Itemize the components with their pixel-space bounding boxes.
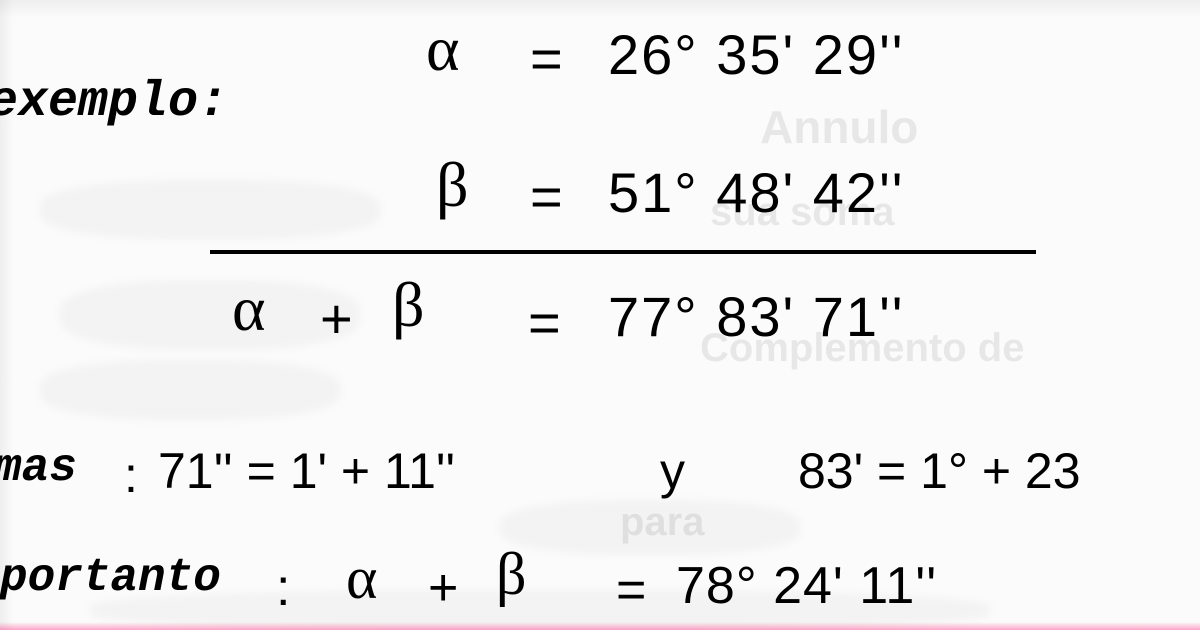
- alpha-symbol: α: [232, 272, 266, 346]
- page: Annulo sua soma Complemento de para exem…: [0, 0, 1200, 630]
- smudge: [40, 180, 380, 240]
- equals-sign: =: [530, 164, 563, 229]
- sum-raw-value: 77° 83' 71'': [608, 284, 904, 349]
- carry-seconds: 71'' = 1' + 11'': [158, 442, 455, 500]
- plus-sign: +: [320, 286, 353, 351]
- ghost-text: para: [620, 500, 705, 545]
- plus-sign: +: [428, 558, 458, 618]
- smudge: [40, 360, 340, 420]
- colon: :: [124, 446, 138, 504]
- equals-sign: =: [528, 290, 561, 355]
- separator-y: y: [660, 442, 685, 500]
- carry-minutes: 83' = 1° + 23: [798, 442, 1081, 500]
- summation-line: [210, 250, 1036, 254]
- equals-sign: =: [530, 26, 563, 91]
- equals-sign: =: [616, 560, 646, 620]
- colon: :: [276, 558, 290, 618]
- beta-symbol: β: [496, 540, 527, 609]
- sum-final-value: 78° 24' 11'': [676, 556, 937, 616]
- alpha-symbol: α: [426, 12, 460, 86]
- beta-symbol: β: [436, 148, 469, 222]
- smudge: [500, 500, 800, 555]
- smudge: [60, 280, 360, 350]
- label-mas: mas: [0, 442, 77, 494]
- beta-symbol: β: [392, 268, 425, 342]
- label-portanto: portanto: [0, 552, 221, 604]
- ghost-text: Annulo: [760, 100, 918, 154]
- alpha-symbol: α: [346, 544, 377, 613]
- label-exemplo: exemplo:: [0, 74, 228, 131]
- scan-edge-bottom: [0, 622, 1200, 630]
- scan-edge-top: [0, 0, 1200, 18]
- alpha-value: 26° 35' 29'': [608, 22, 904, 87]
- beta-value: 51° 48' 42'': [608, 160, 904, 225]
